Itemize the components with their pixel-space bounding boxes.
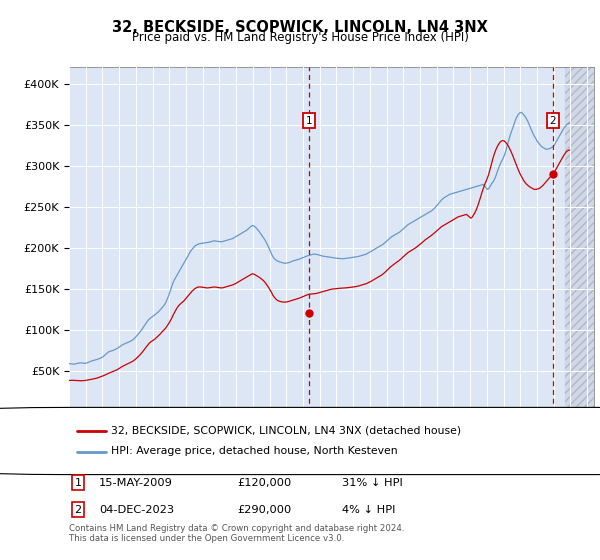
Text: 15-MAY-2009: 15-MAY-2009 [99, 478, 173, 488]
Text: 1: 1 [74, 478, 82, 488]
Text: This data is licensed under the Open Government Licence v3.0.: This data is licensed under the Open Gov… [69, 534, 344, 543]
Text: 31% ↓ HPI: 31% ↓ HPI [342, 478, 403, 488]
Text: 1: 1 [306, 115, 313, 125]
Bar [565, 67, 594, 412]
Text: HPI: Average price, detached house, North Kesteven: HPI: Average price, detached house, Nort… [111, 446, 398, 456]
Text: £120,000: £120,000 [237, 478, 291, 488]
Text: 32, BECKSIDE, SCOPWICK, LINCOLN, LN4 3NX: 32, BECKSIDE, SCOPWICK, LINCOLN, LN4 3NX [112, 20, 488, 35]
Text: Price paid vs. HM Land Registry's House Price Index (HPI): Price paid vs. HM Land Registry's House … [131, 31, 469, 44]
Text: 04-DEC-2023: 04-DEC-2023 [99, 505, 174, 515]
FancyBboxPatch shape [0, 408, 600, 475]
Text: 32, BECKSIDE, SCOPWICK, LINCOLN, LN4 3NX (detached house): 32, BECKSIDE, SCOPWICK, LINCOLN, LN4 3NX… [111, 426, 461, 436]
Text: 2: 2 [74, 505, 82, 515]
Bar [565, 67, 594, 412]
Text: 4% ↓ HPI: 4% ↓ HPI [342, 505, 395, 515]
Text: Contains HM Land Registry data © Crown copyright and database right 2024.: Contains HM Land Registry data © Crown c… [69, 524, 404, 533]
Text: 2: 2 [550, 115, 556, 125]
Text: £290,000: £290,000 [237, 505, 291, 515]
